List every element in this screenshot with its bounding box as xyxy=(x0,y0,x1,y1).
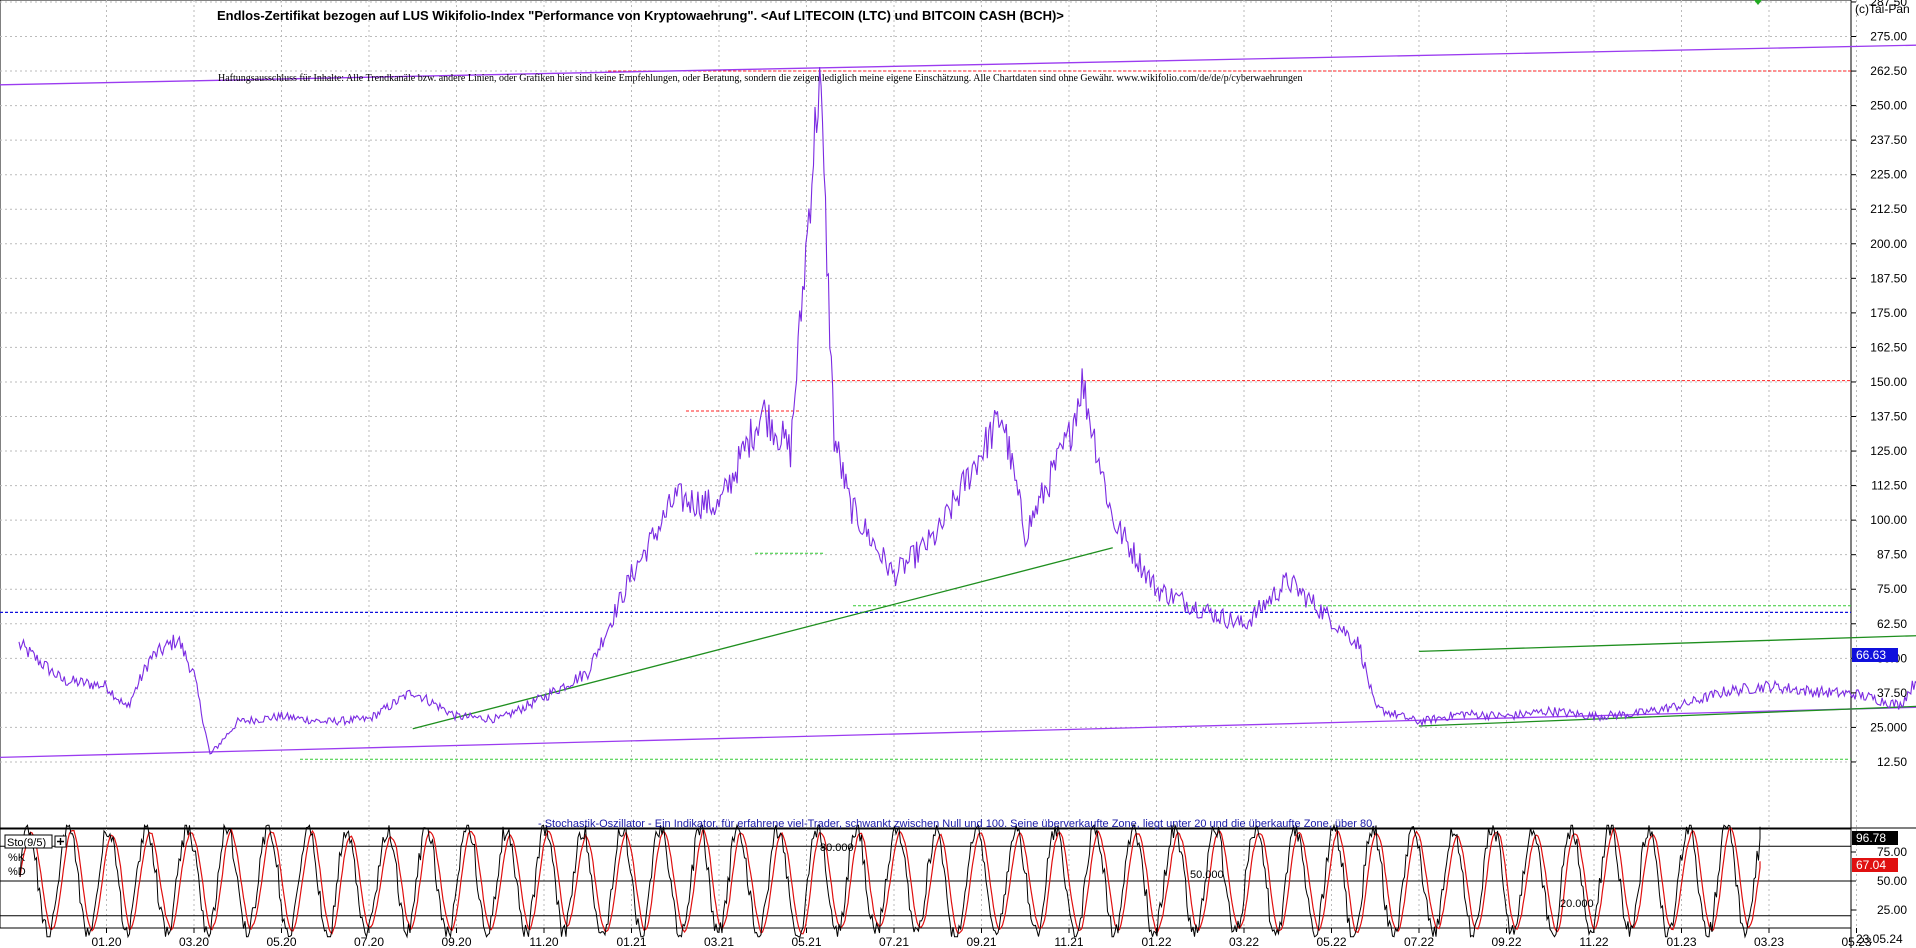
stoch-k-line xyxy=(19,823,1761,939)
y-tick-label: 212.50 xyxy=(1870,202,1907,216)
y-tick-label: 175.00 xyxy=(1870,306,1907,320)
y-tick-label: 62.50 xyxy=(1877,617,1907,631)
d-legend-label: %D xyxy=(8,866,26,878)
x-axis-ticks: 01.20 03.20 05.20 07.20 09.20 11.20 01.21 03.21… xyxy=(91,928,1872,948)
x-tick-label: 01.22 xyxy=(1141,935,1171,948)
stoch-d-line xyxy=(19,825,1761,935)
y-tick-label: 287.50 xyxy=(1870,0,1907,9)
trendline xyxy=(1418,635,1916,653)
y-tick-label: 200.00 xyxy=(1870,237,1907,251)
y-tick-label: 262.50 xyxy=(1870,64,1907,78)
current-price-value: 66.63 xyxy=(1856,648,1886,662)
d-value-badge xyxy=(1852,858,1898,872)
x-tick-label: 07.22 xyxy=(1404,935,1434,948)
x-tick-label: 03.23 xyxy=(1754,935,1784,948)
x-tick-label: 03.21 xyxy=(704,935,734,948)
y-tick-label: 150.00 xyxy=(1870,375,1907,389)
y-tick-label: 162.50 xyxy=(1870,340,1907,354)
y-tick-label: 137.50 xyxy=(1870,410,1907,424)
copyright-label: (c)Tai-Pan xyxy=(1855,2,1910,16)
x-tick-label: 07.20 xyxy=(354,935,384,948)
k-value-badge xyxy=(1852,831,1898,845)
price-panel-frame xyxy=(0,0,1852,829)
plus-icon xyxy=(57,838,64,845)
y-tick-label: 125.00 xyxy=(1870,444,1907,458)
x-tick-label: 05.22 xyxy=(1316,935,1346,948)
y-tick-label: 100.00 xyxy=(1870,513,1907,527)
x-tick-label: 09.21 xyxy=(966,935,996,948)
y-tick-label: 225.00 xyxy=(1870,168,1907,182)
stoch-y-tick-label: 75.00 xyxy=(1877,845,1907,859)
x-tick-label: 03.22 xyxy=(1229,935,1259,948)
indicator-note: - Stochastik-Oszillator - Ein Indikator,… xyxy=(538,818,1375,830)
indicator-label[interactable]: Sto(9/5) xyxy=(7,837,46,849)
level-20-label: 20.000 xyxy=(1560,898,1594,910)
x-tick-label: 09.22 xyxy=(1491,935,1521,948)
x-tick-label: 11.20 xyxy=(529,935,558,948)
disclaimer-text: Haftungsausschluss für Inhalte: Alle Tre… xyxy=(218,73,1303,84)
horizontal-levels xyxy=(0,70,1851,760)
price-series xyxy=(18,67,1916,755)
x-tick-label: 05.21 xyxy=(791,935,821,948)
x-tick-label: 11.22 xyxy=(1579,935,1608,948)
y-tick-label: 250.00 xyxy=(1870,99,1907,113)
trendlines xyxy=(0,44,1916,759)
y-tick-label: 87.50 xyxy=(1877,548,1907,562)
y-tick-label: 25.000 xyxy=(1870,720,1907,734)
stoch-panel-frame xyxy=(0,828,1852,929)
x-tick-label: 09.20 xyxy=(441,935,471,948)
y-axis-ticks: 12.50 25.000 37.50 50.00 62.50 75.00 87.50 100.… xyxy=(1851,0,1907,917)
y-tick-label: 75.00 xyxy=(1877,582,1907,596)
y-tick-label: 187.50 xyxy=(1870,271,1907,285)
stoch-y-tick-label: 25.00 xyxy=(1877,903,1907,917)
chart-title: Endlos-Zertifikat bezogen auf LUS Wikifo… xyxy=(217,8,1064,23)
trendline xyxy=(0,706,1916,759)
x-tick-label: 11.21 xyxy=(1054,935,1083,948)
k-legend-label: %K xyxy=(8,852,26,864)
level-80-label: 80.000 xyxy=(820,842,854,854)
indicator-label-box[interactable] xyxy=(4,834,53,849)
x-tick-label: 05.20 xyxy=(266,935,296,948)
level-50-label: 50.000 xyxy=(1190,869,1224,881)
y-tick-label: 275.00 xyxy=(1870,30,1907,44)
x-tick-label: 01.23 xyxy=(1666,935,1696,948)
d-value: 67.04 xyxy=(1856,858,1886,872)
k-value: 96.78 xyxy=(1856,831,1886,845)
grid xyxy=(0,0,1857,928)
y-tick-label: 12.50 xyxy=(1877,755,1907,769)
x-tick-label: 01.21 xyxy=(616,935,646,948)
y-tick-label: 237.50 xyxy=(1870,133,1907,147)
trendline xyxy=(1418,705,1916,727)
stoch-y-tick-label: 50.00 xyxy=(1877,874,1907,888)
current-price-badge xyxy=(1852,648,1898,662)
x-tick-label: 07.21 xyxy=(879,935,909,948)
x-tick-label: 03.20 xyxy=(179,935,209,948)
y-tick-label: 112.50 xyxy=(1871,479,1907,493)
x-tick-label: 05.23 xyxy=(1841,935,1871,948)
stochastic-series xyxy=(0,823,1851,939)
trendline xyxy=(412,547,1113,730)
price-line xyxy=(18,67,1916,755)
last-date-label: 23.05.24 xyxy=(1856,932,1903,946)
green-marker-icon xyxy=(1754,0,1762,5)
y-tick-label: 37.50 xyxy=(1877,686,1907,700)
x-tick-label: 01.20 xyxy=(91,935,121,948)
trendline xyxy=(0,44,1916,86)
